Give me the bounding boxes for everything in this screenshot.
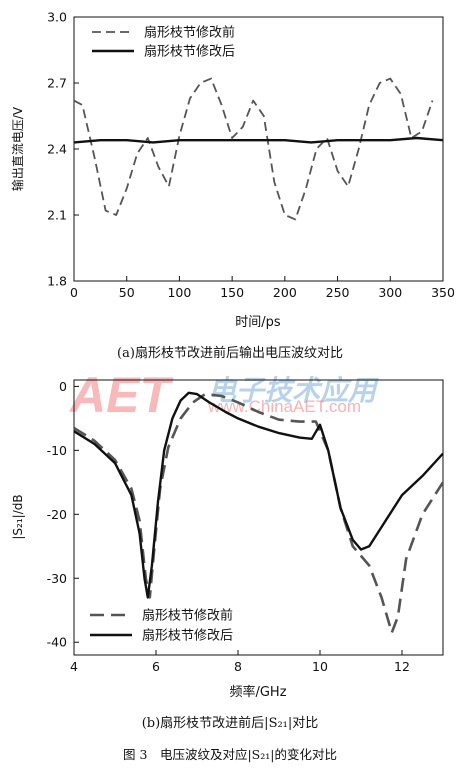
chart-b-ticks: 4 6 8 10 12 0 -10 -20 -30 -40: [47, 379, 410, 674]
x-tick-label: 300: [378, 285, 402, 300]
series-before-line: [73, 77, 434, 221]
x-tick-label: 6: [152, 659, 160, 674]
y-tick-label: 2.4: [47, 142, 67, 157]
legend-label: 扇形枝节修改前: [144, 25, 235, 41]
y-tick-label: 2.7: [47, 76, 67, 91]
series-before-line: [73, 392, 445, 634]
x-tick-label: 12: [394, 659, 410, 674]
series-after-line: [73, 391, 444, 599]
x-tick-label: 350: [431, 285, 455, 300]
y-tick-label: 2.1: [47, 208, 67, 223]
caption-a: (a)扇形枝节改进前后输出电压波纹对比: [117, 346, 343, 361]
chart-a-xlabel: 时间/ps: [235, 315, 281, 330]
caption-b: (b)扇形枝节改进前后|S₂₁|对比: [141, 716, 319, 731]
watermark-url: www.ChinaAET.com: [207, 397, 361, 416]
y-tick-label: 3.0: [47, 10, 67, 25]
x-tick-label: 8: [234, 659, 242, 674]
x-tick-label: 0: [70, 285, 78, 300]
x-tick-label: 4: [70, 659, 78, 674]
chart-b-frame: [73, 379, 444, 656]
chart-b-ylabel: |S₂₁|/dB: [11, 494, 25, 539]
x-tick-label: 150: [220, 285, 244, 300]
x-tick-label: 250: [326, 285, 350, 300]
x-tick-label: 200: [273, 285, 297, 300]
y-tick-label: -30: [47, 571, 67, 586]
y-tick-label: -20: [47, 507, 67, 522]
chart-b-series: [73, 391, 445, 634]
legend-label: 扇形枝节修改后: [144, 44, 235, 60]
chart-a-ticks: 0 50 100 150 200 250 300 350 1.8 2.1 2.4 2.7 3.0: [47, 10, 455, 301]
series-after-line: [73, 136, 444, 144]
watermark-logo: AET: [68, 367, 174, 423]
y-tick-label: -40: [47, 635, 67, 650]
x-tick-label: 50: [119, 285, 135, 300]
y-tick-label: 0: [59, 379, 67, 394]
y-tick-label: 1.8: [47, 274, 67, 289]
chart-b-xlabel: 频率/GHz: [229, 684, 286, 700]
x-tick-label: 100: [167, 285, 191, 300]
legend-label: 扇形枝节修改后: [142, 628, 233, 644]
y-tick-label: -10: [47, 443, 67, 458]
chart-a-ylabel: 输出直流电压/V: [10, 106, 25, 191]
chart-a-series: [73, 77, 444, 221]
figure-caption: 图 3 电压波纹及对应|S₂₁|的变化对比: [123, 747, 337, 762]
chart-a-voltage-ripple: 0 50 100 150 200 250 300 350 1.8 2.1 2.4 2.7 3.0 扇形枝…: [10, 10, 455, 331]
legend-label: 扇形枝节修改前: [142, 608, 233, 624]
chart-a-frame: [73, 16, 444, 282]
x-tick-label: 10: [312, 659, 328, 674]
